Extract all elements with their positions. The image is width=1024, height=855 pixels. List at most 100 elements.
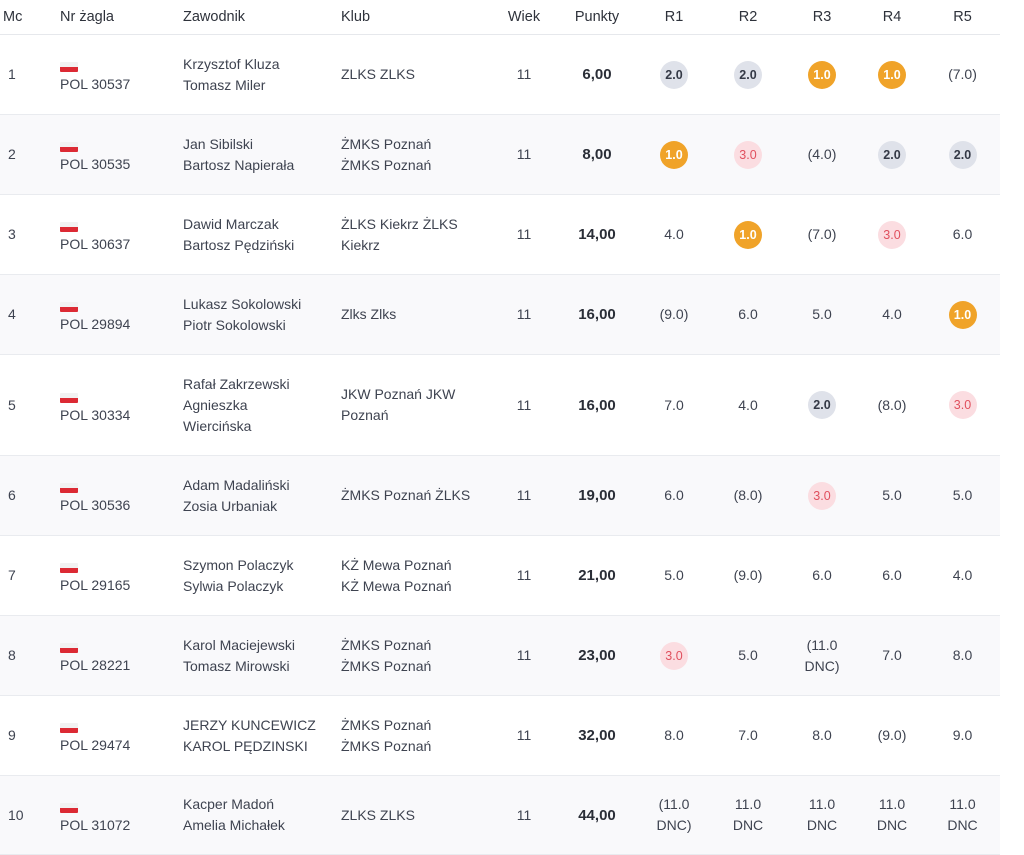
race-score-code: DNC) xyxy=(804,657,840,674)
club-name: KŻ Mewa Poznań xyxy=(341,556,452,573)
race-4-cell: 7.0 xyxy=(859,615,925,696)
header-r2[interactable]: R2 xyxy=(711,0,785,35)
header-club[interactable]: Klub xyxy=(341,0,491,35)
sailor-name: Karol Maciejewski xyxy=(183,636,296,653)
table-row[interactable]: 2 POL 30535 Jan Sibilski Bartosz Napierała Ż… xyxy=(0,114,1000,195)
sailor-name: Bartosz Pędziński xyxy=(183,236,295,253)
age-cell: 11 xyxy=(491,775,557,855)
header-mc[interactable]: Mc xyxy=(0,0,60,35)
race-4-cell: 1.0 xyxy=(859,34,925,115)
race-score: 7.0 xyxy=(738,727,758,743)
sail-number-cell: POL 30536 xyxy=(60,455,183,536)
race-2-cell: 6.0 xyxy=(711,274,785,355)
sailor-name: Amelia Michałek xyxy=(183,817,285,833)
sailor-name: KAROL PĘDZINSKI xyxy=(183,737,308,754)
race-score: 8.0 xyxy=(812,727,832,743)
position-cell: 8 xyxy=(0,615,60,696)
race-4-cell: 4.0 xyxy=(859,274,925,355)
race-1-cell: (11.0 DNC) xyxy=(637,775,711,855)
sail-number-cell: POL 30535 xyxy=(60,114,183,195)
race-5-cell: 6.0 xyxy=(925,194,1000,275)
club-name: ŻMKS Poznań xyxy=(341,135,432,152)
table-row[interactable]: 9 POL 29474 JERZY KUNCEWICZ KAROL PĘDZINSKI… xyxy=(0,695,1000,776)
table-row[interactable]: 6 POL 30536 Adam Madaliński Zosia Urbaniak Ż… xyxy=(0,455,1000,536)
race-score: (8.0) xyxy=(877,396,907,413)
race-score: 7.0 xyxy=(664,396,684,413)
header-sail-number[interactable]: Nr żagla xyxy=(60,0,183,35)
club-cell: Zlks Zlks xyxy=(341,274,491,355)
header-r1[interactable]: R1 xyxy=(637,0,711,35)
race-2-cell: (9.0) xyxy=(711,535,785,616)
sail-number-cell: POL 30637 xyxy=(60,194,183,275)
club-name: ŻMKS Poznań ŻLKS xyxy=(341,487,471,503)
position-cell: 7 xyxy=(0,535,60,616)
header-sailor[interactable]: Zawodnik xyxy=(183,0,341,35)
header-r3[interactable]: R3 xyxy=(785,0,859,35)
sailor-cell: Szymon Polaczyk Sylwia Polaczyk xyxy=(183,535,341,616)
club-name: ŻMKS Poznań xyxy=(341,156,432,173)
poland-flag-icon xyxy=(60,392,78,403)
race-5-cell: (7.0) xyxy=(925,34,1000,115)
table-row[interactable]: 8 POL 28221 Karol Maciejewski Tomasz Mirows… xyxy=(0,615,1000,696)
club-name: ZLKS ZLKS xyxy=(341,66,415,82)
race-5-cell: 8.0 xyxy=(925,615,1000,696)
sailor-cell: Jan Sibilski Bartosz Napierała xyxy=(183,114,341,195)
race-score-badge: 1.0 xyxy=(660,140,688,169)
table-row[interactable]: 1 POL 30537 Krzysztof Kluza Tomasz Miler ZLK… xyxy=(0,34,1000,115)
header-r4[interactable]: R4 xyxy=(859,0,925,35)
race-3-cell: (11.0 DNC) xyxy=(785,615,859,696)
poland-flag-icon xyxy=(60,222,78,232)
race-score-badge: 1.0 xyxy=(734,220,762,249)
sailor-name: Jan Sibilski xyxy=(183,135,254,152)
header-age[interactable]: Wiek xyxy=(491,0,557,35)
position-cell: 4 xyxy=(0,274,60,355)
club-name: KŻ Mewa Poznań xyxy=(341,577,452,594)
race-2-cell: 4.0 xyxy=(711,354,785,456)
sailor-name: Kacper Madoń xyxy=(183,796,275,812)
club-name: ŻLKS Kiekrz ŻLKS xyxy=(341,215,458,232)
club-cell: ŻMKS Poznań ŻLKS xyxy=(341,455,491,536)
table-row[interactable]: 7 POL 29165 Szymon Polaczyk Sylwia Polaczyk… xyxy=(0,535,1000,616)
race-score-badge: 3.0 xyxy=(948,391,977,419)
race-score-badge: 3.0 xyxy=(734,140,762,169)
header-points[interactable]: Punkty xyxy=(557,0,637,35)
sailor-name: Bartosz Napierała xyxy=(183,156,295,173)
race-4-cell: 3.0 xyxy=(859,194,925,275)
points-cell: 16,00 xyxy=(557,274,637,355)
age-cell: 11 xyxy=(491,114,557,195)
race-3-cell: 3.0 xyxy=(785,455,859,536)
race-1-cell: (9.0) xyxy=(637,274,711,355)
poland-flag-icon xyxy=(60,483,78,493)
sail-number: POL 30334 xyxy=(60,406,131,423)
table-row[interactable]: 3 POL 30637 Dawid Marczak Bartosz Pędziński… xyxy=(0,194,1000,275)
race-score: (4.0) xyxy=(807,146,837,162)
race-score-code: DNC xyxy=(876,817,908,833)
table-row[interactable]: 5 POL 30334 Rafał Zakrzewski Agnieszka Wierc… xyxy=(0,354,1000,456)
race-score: (7.0) xyxy=(807,226,837,242)
sailor-cell: Lukasz Sokolowski Piotr Sokolowski xyxy=(183,274,341,355)
race-2-cell: (8.0) xyxy=(711,455,785,536)
table-row[interactable]: 10 POL 31072 Kacper Madoń Amelia Michałek ZL… xyxy=(0,775,1000,855)
points-cell: 6,00 xyxy=(557,34,637,115)
race-score: (9.0) xyxy=(659,306,689,322)
poland-flag-icon xyxy=(60,802,78,813)
sailor-name: Tomasz Mirowski xyxy=(183,657,290,674)
sail-number: POL 30536 xyxy=(60,497,131,513)
sailor-name: Piotr Sokolowski xyxy=(183,316,286,333)
age-cell: 11 xyxy=(491,274,557,355)
sail-number: POL 29894 xyxy=(60,316,131,332)
age-cell: 11 xyxy=(491,34,557,115)
race-1-cell: 4.0 xyxy=(637,194,711,275)
results-table: Mc Nr żagla Zawodnik Klub Wiek Punkty R1… xyxy=(0,0,1000,855)
sailor-name: Adam Madaliński xyxy=(183,476,290,493)
race-score: 6.0 xyxy=(738,306,758,322)
age-cell: 11 xyxy=(491,455,557,536)
race-1-cell: 7.0 xyxy=(637,354,711,456)
club-name: Zlks Zlks xyxy=(341,306,397,322)
header-r5[interactable]: R5 xyxy=(925,0,1000,35)
race-score-code: DNC xyxy=(806,817,838,833)
table-row[interactable]: 4 POL 29894 Lukasz Sokolowski Piotr Sokolow… xyxy=(0,274,1000,355)
race-5-cell: 9.0 xyxy=(925,695,1000,776)
position-cell: 1 xyxy=(0,34,60,115)
points-cell: 16,00 xyxy=(557,354,637,456)
